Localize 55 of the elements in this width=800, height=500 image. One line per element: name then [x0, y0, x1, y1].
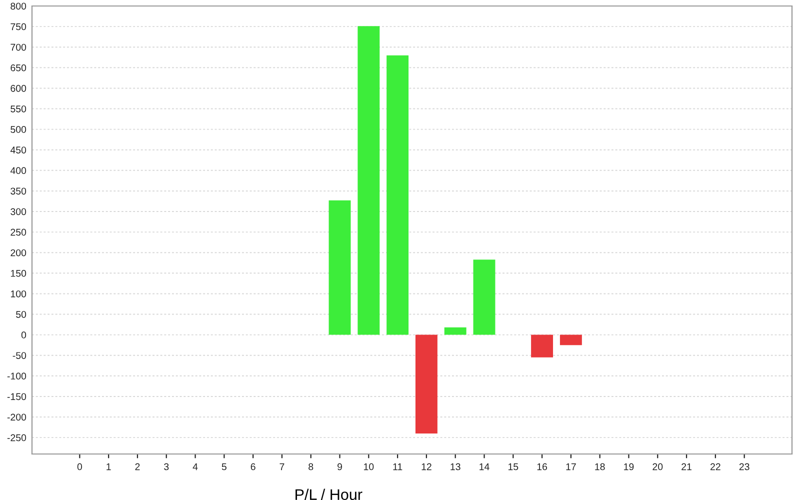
- y-tick-label: 200: [10, 249, 26, 256]
- x-tick-label: 6: [250, 463, 256, 470]
- x-tick-label: 1: [106, 463, 111, 470]
- bar: [415, 334, 438, 434]
- bar: [444, 327, 466, 335]
- y-tick-label: -150: [7, 393, 26, 400]
- x-tick-label: 19: [624, 463, 634, 470]
- x-tick-label: 2: [135, 463, 140, 470]
- y-tick-label: -250: [7, 434, 26, 442]
- x-tick-label: 15: [508, 463, 518, 470]
- x-tick-label: 7: [280, 463, 284, 470]
- x-tick-label: 18: [595, 463, 605, 470]
- bar: [560, 334, 582, 346]
- y-tick-label: 500: [10, 126, 26, 133]
- x-tick-label: 20: [652, 463, 663, 470]
- y-tick-label: 750: [10, 23, 26, 30]
- y-tick-label: 550: [10, 105, 26, 112]
- bar: [328, 200, 351, 335]
- y-tick-label: 700: [10, 44, 26, 51]
- y-tick-label: 650: [10, 64, 26, 72]
- x-tick-label: 23: [739, 463, 750, 470]
- y-tick-label: 350: [10, 188, 26, 195]
- y-tick-label: 0: [21, 332, 26, 338]
- y-tick-label: -100: [7, 372, 26, 380]
- y-tick-label: 300: [10, 208, 26, 216]
- x-tick-label: 10: [364, 463, 374, 470]
- x-tick-label: 9: [338, 463, 342, 470]
- y-tick-label: -200: [7, 414, 26, 421]
- x-tick-label: 14: [480, 463, 490, 470]
- x-tick-label: 8: [308, 463, 314, 470]
- bar: [358, 26, 380, 335]
- y-tick-label: 100: [10, 290, 26, 298]
- x-tick-label: 17: [566, 463, 576, 470]
- bar: [531, 334, 554, 358]
- x-tick-label: 3: [164, 463, 169, 470]
- x-tick-label: 16: [537, 463, 548, 470]
- x-tick-label: 0: [77, 463, 82, 470]
- x-tick-label: 12: [422, 463, 432, 470]
- y-tick-label: 450: [10, 146, 26, 154]
- y-tick-label: 50: [16, 310, 26, 318]
- x-axis-title: P/L / Hour: [296, 488, 362, 500]
- y-tick-label: 250: [10, 228, 26, 236]
- x-tick-label: 11: [393, 463, 402, 470]
- bar: [386, 55, 409, 335]
- y-tick-label: 600: [10, 84, 26, 92]
- bar: [473, 260, 496, 335]
- y-tick-label: -50: [12, 352, 26, 359]
- x-tick-label: 5: [222, 463, 226, 470]
- x-tick-label: 13: [450, 463, 460, 470]
- x-tick-label: 22: [710, 463, 720, 470]
- y-tick-label: 400: [10, 167, 26, 174]
- y-tick-label: 800: [10, 2, 26, 10]
- y-tick-label: 150: [10, 270, 26, 277]
- x-tick-label: 4: [192, 463, 198, 470]
- x-tick-label: 21: [682, 463, 692, 470]
